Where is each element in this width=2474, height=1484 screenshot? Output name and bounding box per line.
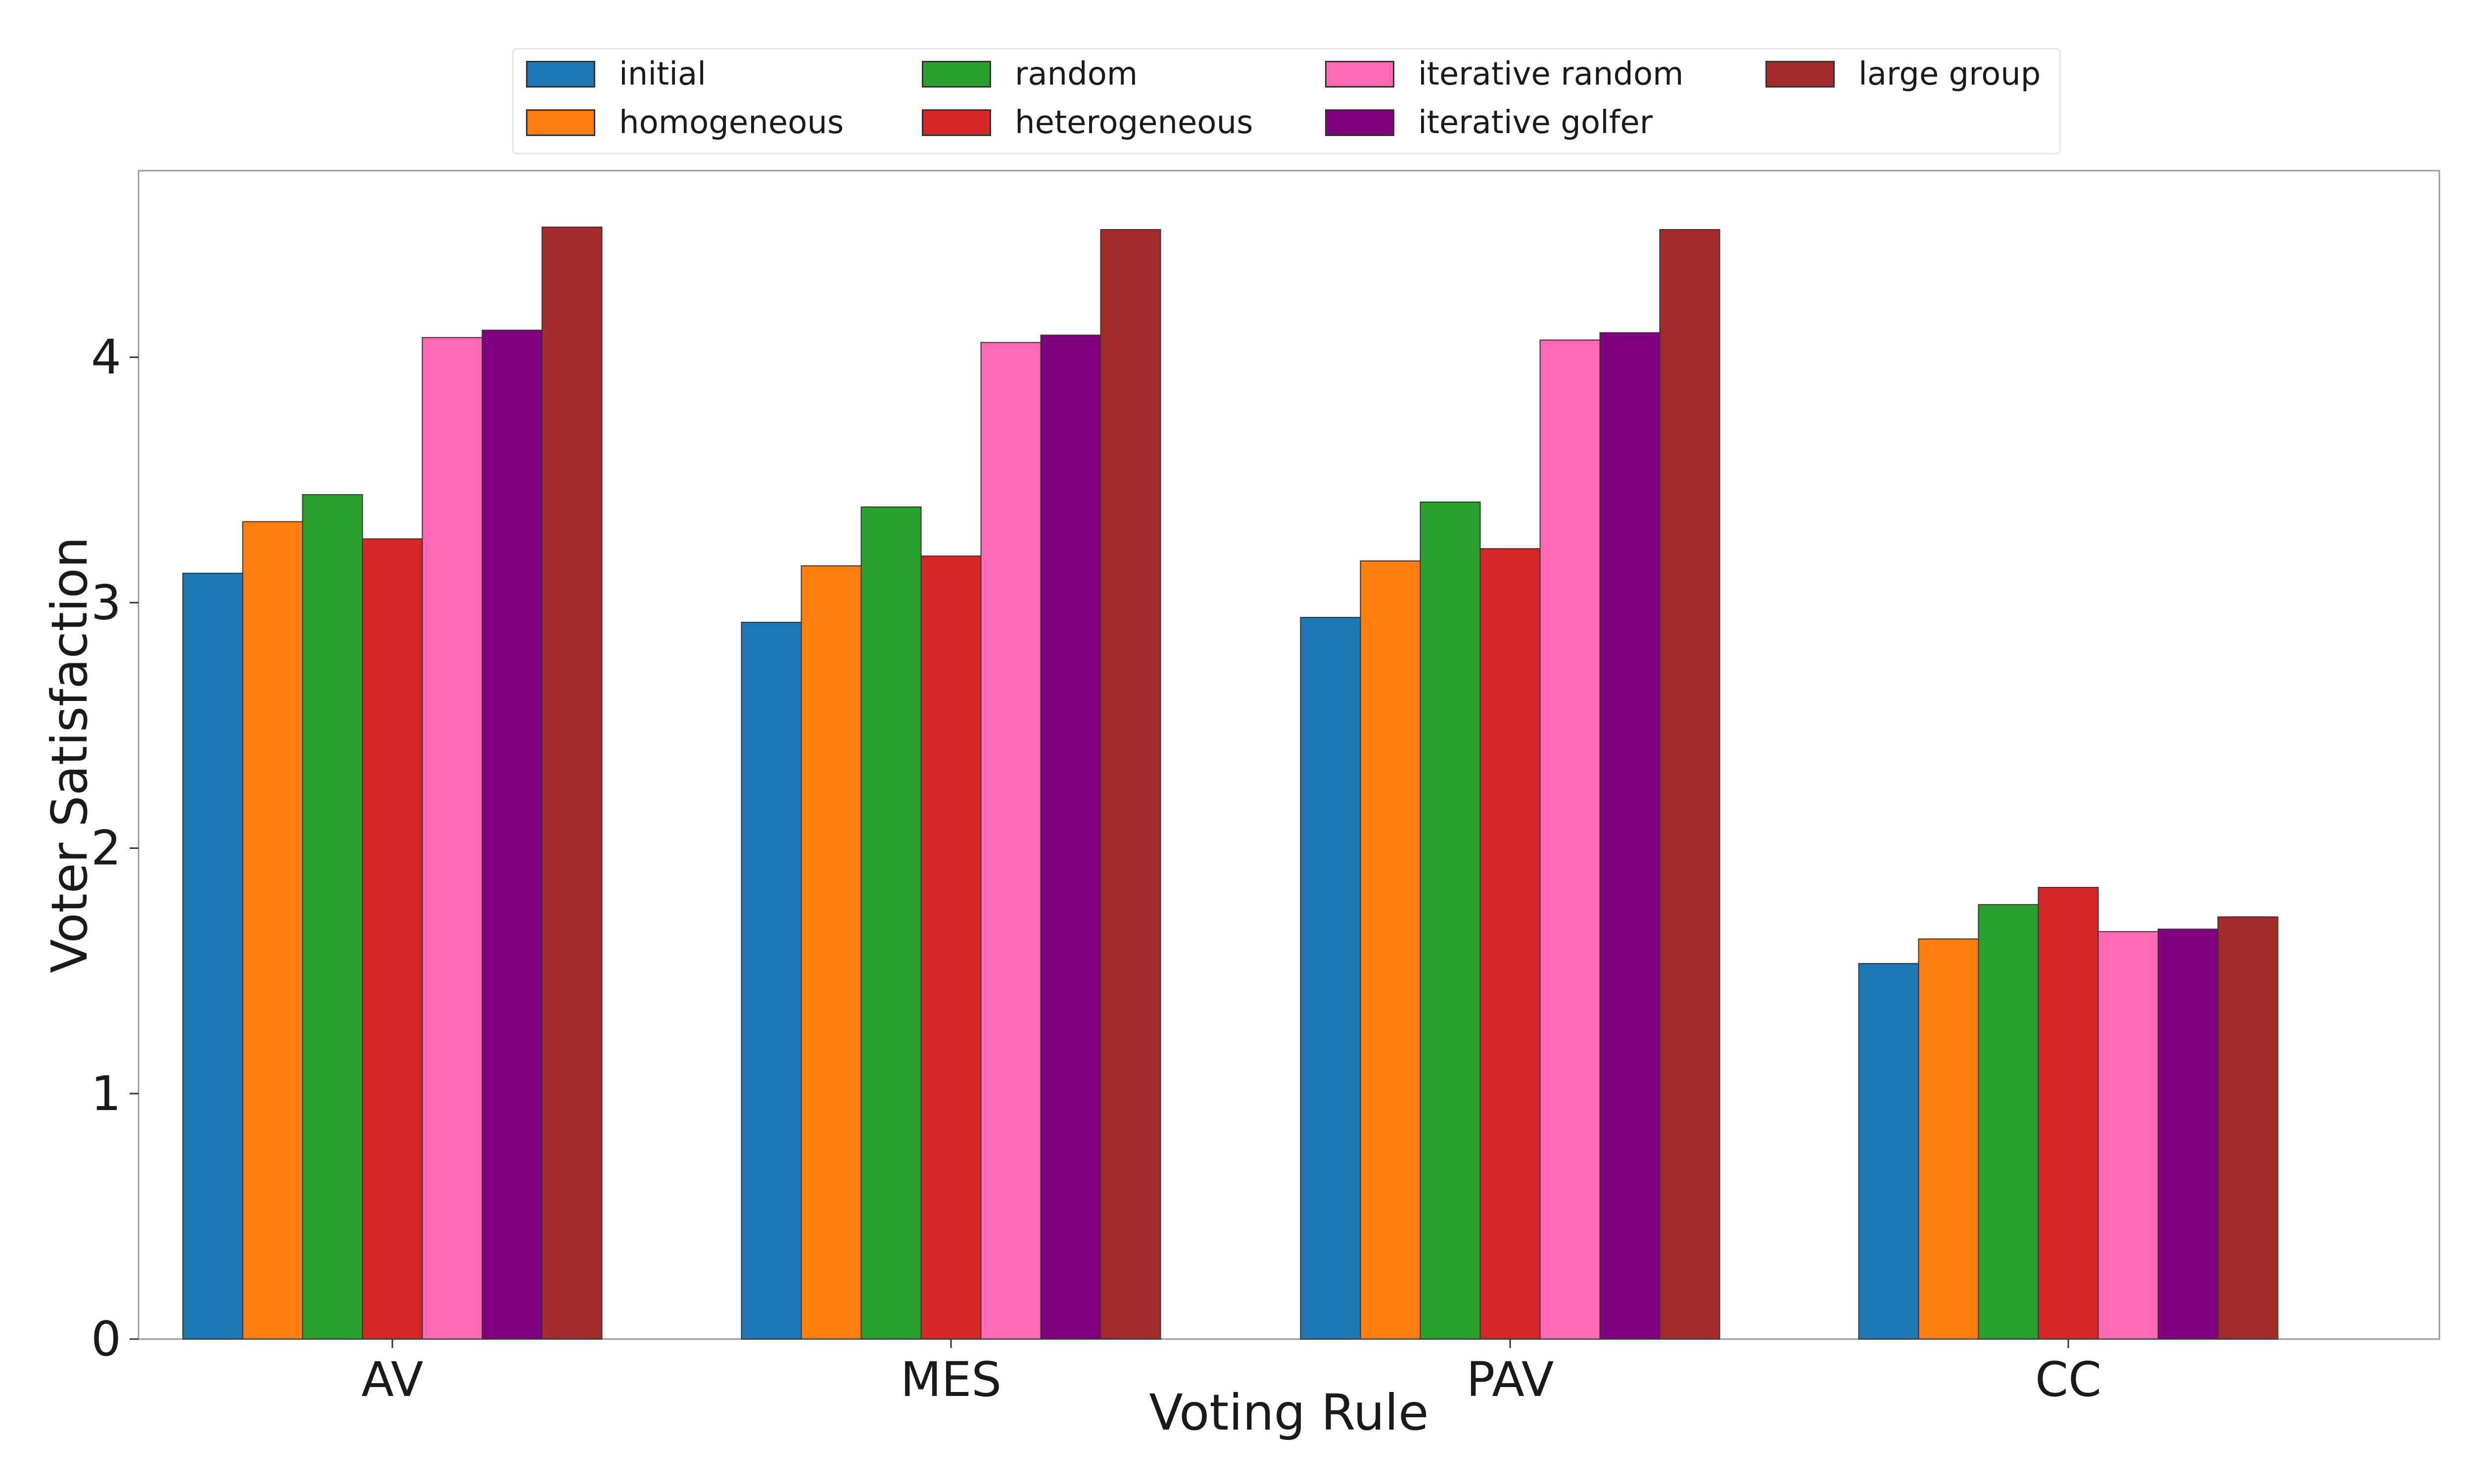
- bar-mes-random: [860, 506, 922, 1340]
- bar-av-initial: [182, 572, 243, 1340]
- y-tick-label-0: 0: [91, 1311, 121, 1367]
- y-tick-label-3: 3: [91, 575, 121, 630]
- bar-av-iterative-golfer: [481, 329, 543, 1340]
- bar-av-large-group: [541, 227, 603, 1340]
- legend-label-heterogeneous: heterogeneous: [1015, 104, 1253, 141]
- legend-label-iterative-random: iterative random: [1418, 56, 1684, 93]
- legend-label-random: random: [1015, 56, 1138, 93]
- bars-group: [182, 227, 2279, 1340]
- legend-item-homogeneous: homogeneous: [526, 104, 844, 141]
- legend-item-iterative-random: iterative random: [1325, 56, 1683, 93]
- legend-label-homogeneous: homogeneous: [619, 104, 844, 141]
- bar-mes-large-group: [1100, 229, 1161, 1340]
- legend: initial homogeneous random heterogeneous…: [512, 48, 2061, 154]
- legend-swatch-iterative-random: [1325, 61, 1394, 88]
- bar-mes-iterative-random: [980, 342, 1042, 1340]
- bar-mes-initial: [741, 622, 802, 1340]
- legend-item-random: random: [922, 56, 1138, 93]
- legend-swatch-initial: [526, 61, 595, 88]
- legend-swatch-iterative-golfer: [1325, 109, 1394, 136]
- x-tick-label-cc: CC: [2035, 1352, 2101, 1407]
- bar-pav-initial: [1300, 617, 1361, 1340]
- bar-pav-iterative-random: [1539, 339, 1601, 1340]
- y-tick-label-2: 2: [91, 821, 121, 876]
- bar-pav-iterative-golfer: [1599, 332, 1661, 1340]
- legend-swatch-random: [922, 61, 991, 88]
- legend-swatch-homogeneous: [526, 109, 595, 136]
- x-tick-label-mes: MES: [901, 1352, 1001, 1407]
- legend-item-large-group: large group: [1765, 56, 2041, 93]
- bar-pav-heterogeneous: [1479, 548, 1541, 1340]
- bar-mes-iterative-golfer: [1040, 334, 1101, 1340]
- legend-swatch-heterogeneous: [922, 109, 991, 136]
- legend-label-initial: initial: [619, 56, 706, 93]
- legend-label-iterative-golfer: iterative golfer: [1418, 104, 1653, 141]
- legend-item-initial: initial: [526, 56, 706, 93]
- bar-av-iterative-random: [422, 337, 483, 1340]
- x-axis-ticks: AV MES PAV CC: [361, 1339, 2101, 1407]
- bar-av-random: [302, 494, 363, 1340]
- bar-cc-large-group: [2217, 916, 2279, 1340]
- bar-pav-random: [1420, 501, 1481, 1340]
- bar-cc-heterogeneous: [2038, 887, 2099, 1340]
- y-axis-ticks: 0 1 2 3 4: [91, 329, 139, 1367]
- bar-mes-homogeneous: [801, 565, 862, 1340]
- bar-cc-initial: [1858, 963, 1919, 1340]
- bar-mes-heterogeneous: [920, 556, 982, 1340]
- bar-cc-iterative-random: [2097, 931, 2159, 1340]
- bar-cc-random: [1978, 904, 2039, 1340]
- bar-pav-homogeneous: [1360, 560, 1421, 1340]
- x-tick-label-pav: PAV: [1467, 1352, 1554, 1407]
- y-tick-label-1: 1: [91, 1066, 121, 1121]
- legend-item-heterogeneous: heterogeneous: [922, 104, 1253, 141]
- legend-swatch-large-group: [1765, 61, 1835, 88]
- bar-av-homogeneous: [242, 521, 303, 1340]
- legend-label-large-group: large group: [1858, 56, 2041, 93]
- legend-item-iterative-golfer: iterative golfer: [1325, 104, 1653, 141]
- x-axis-label: Voting Rule: [1149, 1384, 1428, 1441]
- y-tick-label-4: 4: [91, 329, 121, 385]
- x-tick-label-av: AV: [361, 1352, 423, 1407]
- y-axis-label: Voter Satisfaction: [41, 537, 98, 973]
- bar-pav-large-group: [1659, 229, 1720, 1340]
- bar-cc-homogeneous: [1918, 938, 1979, 1340]
- bar-av-heterogeneous: [362, 538, 423, 1340]
- bar-cc-iterative-golfer: [2157, 928, 2219, 1340]
